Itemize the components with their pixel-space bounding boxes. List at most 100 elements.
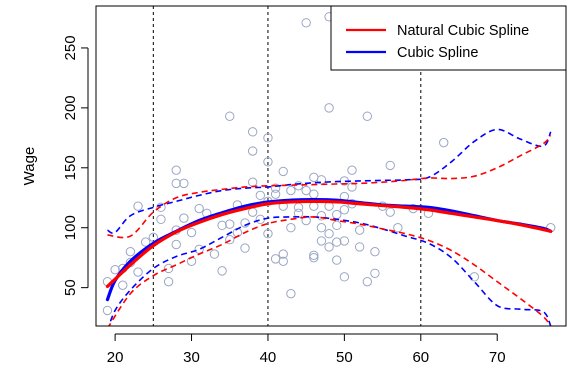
y-axis-title: Wage bbox=[21, 147, 38, 186]
data-point bbox=[270, 189, 281, 199]
data-point bbox=[309, 252, 319, 263]
data-point bbox=[324, 229, 334, 239]
data-point bbox=[316, 211, 327, 221]
data-point bbox=[370, 246, 380, 257]
cubic-fit-line bbox=[105, 197, 553, 302]
data-point bbox=[194, 203, 204, 214]
data-point bbox=[439, 137, 449, 148]
data-point bbox=[301, 18, 311, 28]
x-tick-label: 60 bbox=[412, 349, 429, 366]
data-point bbox=[316, 223, 327, 233]
natural-lower-band bbox=[108, 216, 552, 326]
x-tick-label: 40 bbox=[260, 349, 277, 366]
data-point bbox=[278, 256, 288, 266]
data-point bbox=[332, 220, 342, 231]
data-point bbox=[278, 249, 288, 259]
data-point bbox=[102, 305, 113, 316]
cubic-upper-band bbox=[107, 128, 552, 235]
x-tick-label: 30 bbox=[183, 349, 200, 366]
data-point bbox=[286, 185, 296, 196]
x-axis: 20 30 40 50 60 70 bbox=[107, 333, 506, 366]
data-point bbox=[309, 189, 319, 199]
data-point bbox=[309, 250, 319, 260]
natural-upper-band bbox=[107, 134, 552, 239]
data-point bbox=[324, 242, 334, 252]
data-point bbox=[362, 276, 373, 287]
data-point bbox=[362, 111, 373, 121]
data-point bbox=[156, 202, 166, 213]
data-point bbox=[179, 178, 189, 189]
data-point bbox=[217, 266, 227, 276]
data-point bbox=[278, 166, 288, 177]
data-point bbox=[347, 182, 357, 192]
knot-lines bbox=[152, 6, 422, 326]
data-point bbox=[179, 213, 189, 223]
data-point bbox=[247, 177, 258, 187]
y-tick-label: 200 bbox=[62, 95, 79, 120]
data-point bbox=[309, 172, 319, 183]
confidence-bands bbox=[107, 128, 552, 326]
data-point bbox=[240, 243, 250, 253]
data-point bbox=[247, 207, 258, 217]
data-point bbox=[186, 227, 197, 238]
spline-fits bbox=[105, 197, 553, 302]
x-tick-label: 20 bbox=[107, 349, 124, 366]
data-point bbox=[133, 267, 143, 277]
data-point bbox=[209, 249, 220, 259]
data-point bbox=[354, 242, 365, 252]
data-point bbox=[118, 280, 128, 290]
data-point bbox=[156, 214, 166, 225]
legend-label-natural: Natural Cubic Spline bbox=[397, 23, 529, 39]
x-tick-label: 70 bbox=[489, 349, 506, 366]
legend: Natural Cubic Spline Cubic Spline bbox=[330, 5, 567, 71]
y-tick-label: 150 bbox=[62, 155, 79, 180]
data-point bbox=[286, 223, 296, 233]
data-point bbox=[347, 165, 357, 175]
data-point bbox=[255, 214, 266, 225]
data-point bbox=[385, 207, 395, 217]
data-point bbox=[263, 133, 273, 143]
data-point bbox=[263, 229, 273, 239]
data-point bbox=[171, 165, 181, 175]
data-point bbox=[332, 255, 342, 265]
data-point bbox=[332, 237, 342, 247]
data-point bbox=[247, 146, 258, 156]
y-tick-label: 100 bbox=[62, 215, 79, 240]
data-point bbox=[140, 237, 151, 247]
x-tick-label: 50 bbox=[336, 349, 353, 366]
data-point bbox=[270, 254, 281, 264]
data-point bbox=[225, 219, 235, 229]
data-point bbox=[110, 264, 120, 275]
data-point bbox=[225, 111, 235, 121]
data-point bbox=[324, 103, 334, 113]
data-point bbox=[339, 205, 350, 215]
data-point bbox=[255, 190, 266, 201]
data-point bbox=[217, 220, 227, 231]
data-point bbox=[171, 239, 181, 250]
data-point bbox=[171, 178, 181, 189]
y-axis: 50 100 150 200 250 bbox=[62, 35, 89, 296]
data-point bbox=[125, 246, 136, 257]
data-point bbox=[133, 201, 143, 211]
data-point bbox=[309, 201, 319, 211]
data-point bbox=[270, 183, 281, 193]
data-point bbox=[385, 160, 395, 171]
data-point bbox=[393, 223, 403, 233]
data-point bbox=[469, 272, 479, 282]
data-point bbox=[286, 288, 296, 299]
data-point bbox=[370, 268, 380, 278]
data-point bbox=[354, 225, 365, 235]
data-point bbox=[339, 236, 350, 246]
data-point bbox=[301, 185, 311, 196]
y-tick-label: 250 bbox=[62, 35, 79, 60]
data-point bbox=[339, 272, 350, 282]
legend-label-cubic: Cubic Spline bbox=[397, 45, 478, 61]
data-point bbox=[163, 263, 174, 274]
data-point bbox=[316, 236, 327, 246]
legend-box bbox=[330, 5, 567, 71]
data-point bbox=[163, 276, 174, 287]
natural-fit-line bbox=[105, 199, 553, 289]
y-tick-label: 50 bbox=[62, 279, 79, 296]
data-point bbox=[247, 127, 258, 137]
